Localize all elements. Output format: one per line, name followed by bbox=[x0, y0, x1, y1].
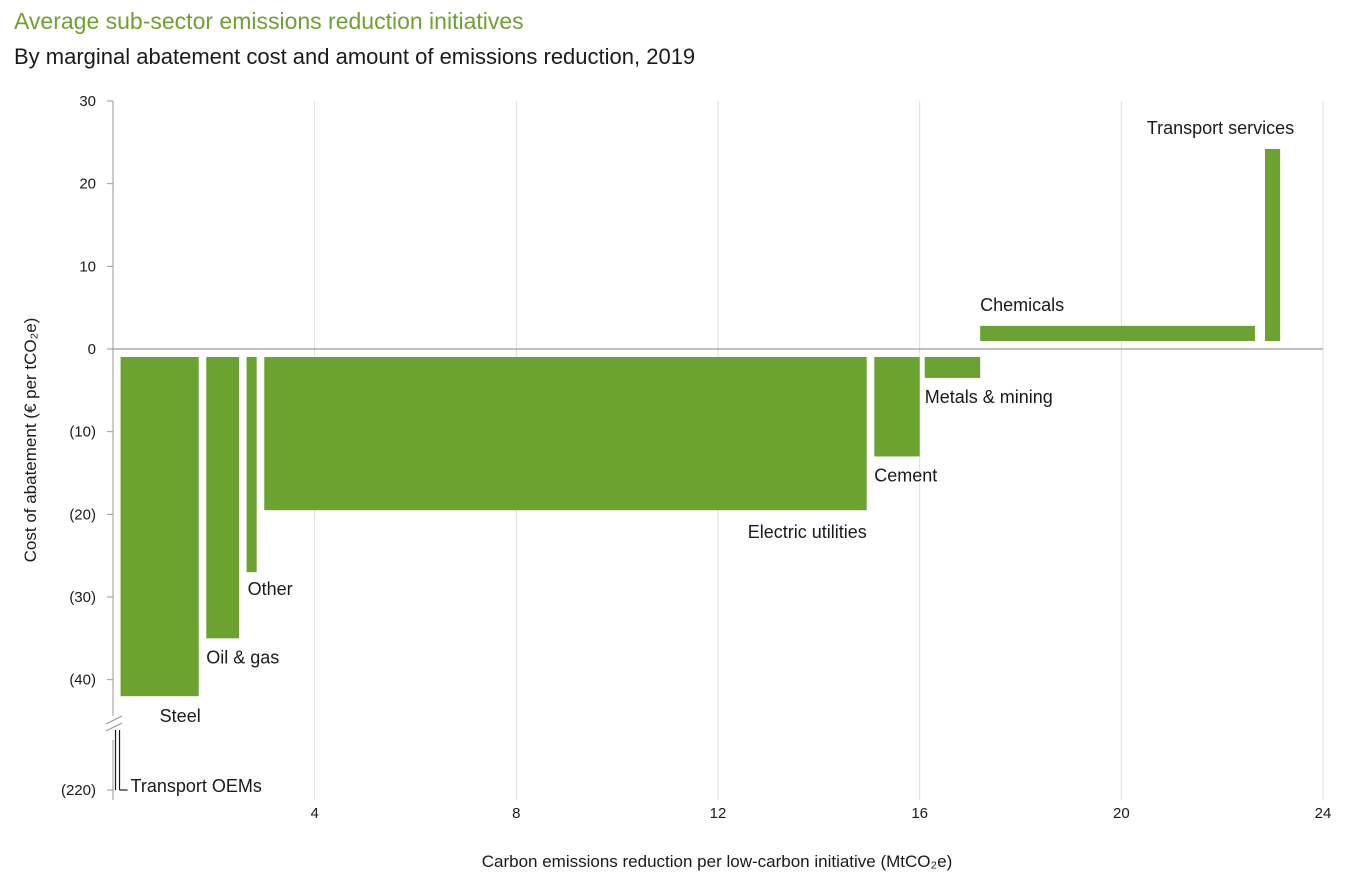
bar-oil-gas bbox=[206, 357, 240, 639]
x-tick-label: 8 bbox=[512, 805, 520, 822]
bar-label-steel: Steel bbox=[160, 706, 201, 726]
bar-transport-services bbox=[1265, 148, 1281, 341]
bar-chemicals bbox=[980, 325, 1255, 341]
bar-label-metals-mining: Metals & mining bbox=[925, 387, 1053, 407]
axis-break-mark bbox=[105, 722, 123, 732]
bar-steel bbox=[120, 357, 199, 697]
bar-label-electric-utilities: Electric utilities bbox=[748, 522, 867, 542]
bar-label-other: Other bbox=[248, 579, 293, 599]
y-tick-label: 10 bbox=[79, 258, 96, 275]
chart-subtitle: By marginal abatement cost and amount of… bbox=[14, 44, 696, 69]
bar-label-transport-services: Transport services bbox=[1147, 118, 1294, 138]
y-tick-label: 20 bbox=[79, 176, 96, 193]
y-tick-label: (10) bbox=[69, 424, 96, 441]
bar-metals-mining bbox=[924, 357, 981, 378]
bar-electric-utilities bbox=[264, 357, 867, 511]
bar-other bbox=[246, 357, 257, 573]
x-tick-label: 12 bbox=[710, 805, 727, 822]
x-tick-label: 20 bbox=[1113, 805, 1130, 822]
bar-label-oil-gas: Oil & gas bbox=[206, 647, 279, 667]
y-tick-label: 30 bbox=[79, 93, 96, 110]
bar-cement bbox=[874, 357, 920, 457]
x-tick-label: 24 bbox=[1315, 805, 1332, 822]
y-tick-label: (40) bbox=[69, 672, 96, 689]
bar-labels: Transport OEMs Steel Oil & gas Other Electri… bbox=[131, 118, 1295, 796]
axis-break-mark bbox=[105, 715, 123, 725]
chart-title: Average sub-sector emissions reduction i… bbox=[14, 8, 524, 34]
axes bbox=[105, 100, 1323, 800]
bar-label-cement: Cement bbox=[874, 465, 937, 485]
y-tick-label: (30) bbox=[69, 589, 96, 606]
x-axis-title: Carbon emissions reduction per low-carbo… bbox=[482, 852, 953, 871]
y-tick-label: (20) bbox=[69, 506, 96, 523]
y-tick-label-break: (220) bbox=[61, 782, 96, 799]
bars bbox=[114, 148, 1281, 791]
tick-labels: 4 8 12 16 20 24 30 20 10 0 (10) (20) (30) (40) (220) bbox=[61, 93, 1331, 822]
y-axis-title: Cost of abatement (€ per tCO₂e) bbox=[21, 318, 40, 563]
x-tick-label: 16 bbox=[911, 805, 928, 822]
bar-label-transport-oems: Transport OEMs bbox=[131, 776, 262, 796]
bar-label-chemicals: Chemicals bbox=[980, 295, 1064, 315]
x-tick-label: 4 bbox=[310, 805, 318, 822]
y-tick-label: 0 bbox=[88, 341, 96, 358]
